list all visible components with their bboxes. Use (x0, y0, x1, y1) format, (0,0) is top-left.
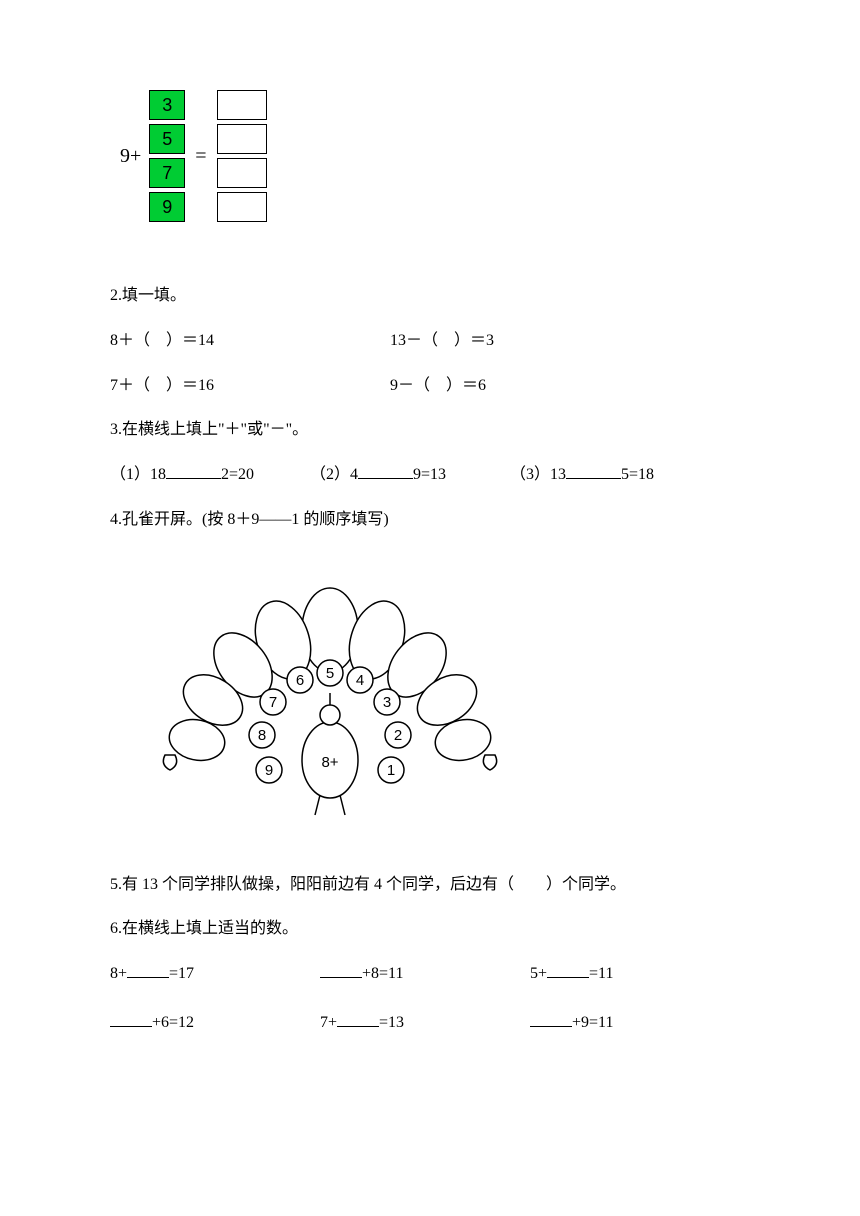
green-box: 9 (149, 192, 185, 222)
q2-r1b: 13－（ ）＝3 (390, 327, 670, 356)
svg-text:3: 3 (383, 694, 391, 711)
nine-plus-label: 9+ (120, 138, 141, 174)
q3-p1: （1）182=20 (110, 461, 310, 490)
q6-r1b: +8=11 (320, 960, 530, 989)
blank-box (217, 192, 267, 222)
svg-text:6: 6 (296, 672, 304, 689)
blank-box (217, 124, 267, 154)
green-box: 3 (149, 90, 185, 120)
peacock-svg: 8+ 1 2 3 4 5 6 7 8 9 (155, 565, 505, 825)
green-box: 7 (149, 158, 185, 188)
blank-underline (337, 1011, 379, 1027)
q2-r1a: 8＋（ ）＝14 (110, 327, 390, 356)
q6-r1a: 8+=17 (110, 960, 320, 989)
svg-text:1: 1 (387, 762, 395, 779)
svg-text:2: 2 (394, 727, 402, 744)
q6-r2b: 7+=13 (320, 1009, 530, 1038)
blank-underline (547, 962, 589, 978)
q3-row: （1）182=20 （2）49=13 （3）135=18 (110, 461, 750, 490)
q2-r2a: 7＋（ ）＝16 (110, 372, 390, 401)
blank-underline (166, 463, 221, 479)
blank-underline (358, 463, 413, 479)
svg-text:4: 4 (356, 672, 364, 689)
nine-plus-diagram: 9+ 3 5 7 9 = (120, 90, 750, 222)
svg-text:8: 8 (258, 727, 266, 744)
q3-title: 3.在横线上填上"＋"或"－"。 (110, 416, 750, 445)
q3-p2: （2）49=13 (310, 461, 510, 490)
blank-underline (320, 962, 362, 978)
blank-box (217, 158, 267, 188)
green-box: 5 (149, 124, 185, 154)
svg-text:9: 9 (265, 762, 273, 779)
q4-title: 4.孔雀开屏。(按 8＋9——1 的顺序填写) (110, 506, 750, 535)
q2-title: 2.填一填。 (110, 282, 750, 311)
q6-row2: +6=12 7+=13 +9=11 (110, 1009, 750, 1038)
q5-text: 5.有 13 个同学排队做操，阳阳前边有 4 个同学，后边有（ ）个同学。 (110, 871, 750, 900)
green-column: 3 5 7 9 (149, 90, 185, 222)
q2-row2: 7＋（ ）＝16 9－（ ）＝6 (110, 372, 750, 401)
q3-p3: （3）135=18 (510, 461, 710, 490)
peacock-center: 8+ (321, 754, 338, 771)
q6-title: 6.在横线上填上适当的数。 (110, 915, 750, 944)
blank-column (217, 90, 267, 222)
q2-r2b: 9－（ ）＝6 (390, 372, 670, 401)
q6-r2a: +6=12 (110, 1009, 320, 1038)
blank-underline (127, 962, 169, 978)
q6-r1c: 5+=11 (530, 960, 740, 989)
q6-r2c: +9=11 (530, 1009, 740, 1038)
svg-text:7: 7 (269, 694, 277, 711)
peacock-diagram: 8+ 1 2 3 4 5 6 7 8 9 (155, 565, 750, 836)
blank-underline (566, 463, 621, 479)
blank-underline (530, 1011, 572, 1027)
q2-row1: 8＋（ ）＝14 13－（ ）＝3 (110, 327, 750, 356)
blank-underline (110, 1011, 152, 1027)
svg-text:5: 5 (326, 665, 334, 682)
equals-label: = (195, 138, 206, 174)
q6-row1: 8+=17 +8=11 5+=11 (110, 960, 750, 989)
blank-box (217, 90, 267, 120)
